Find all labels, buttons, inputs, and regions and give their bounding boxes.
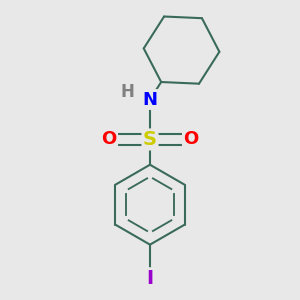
Text: N: N [142,91,158,109]
Text: O: O [183,130,199,148]
Text: S: S [143,130,157,149]
Text: I: I [146,269,154,288]
Text: O: O [101,130,117,148]
Text: H: H [121,83,135,101]
